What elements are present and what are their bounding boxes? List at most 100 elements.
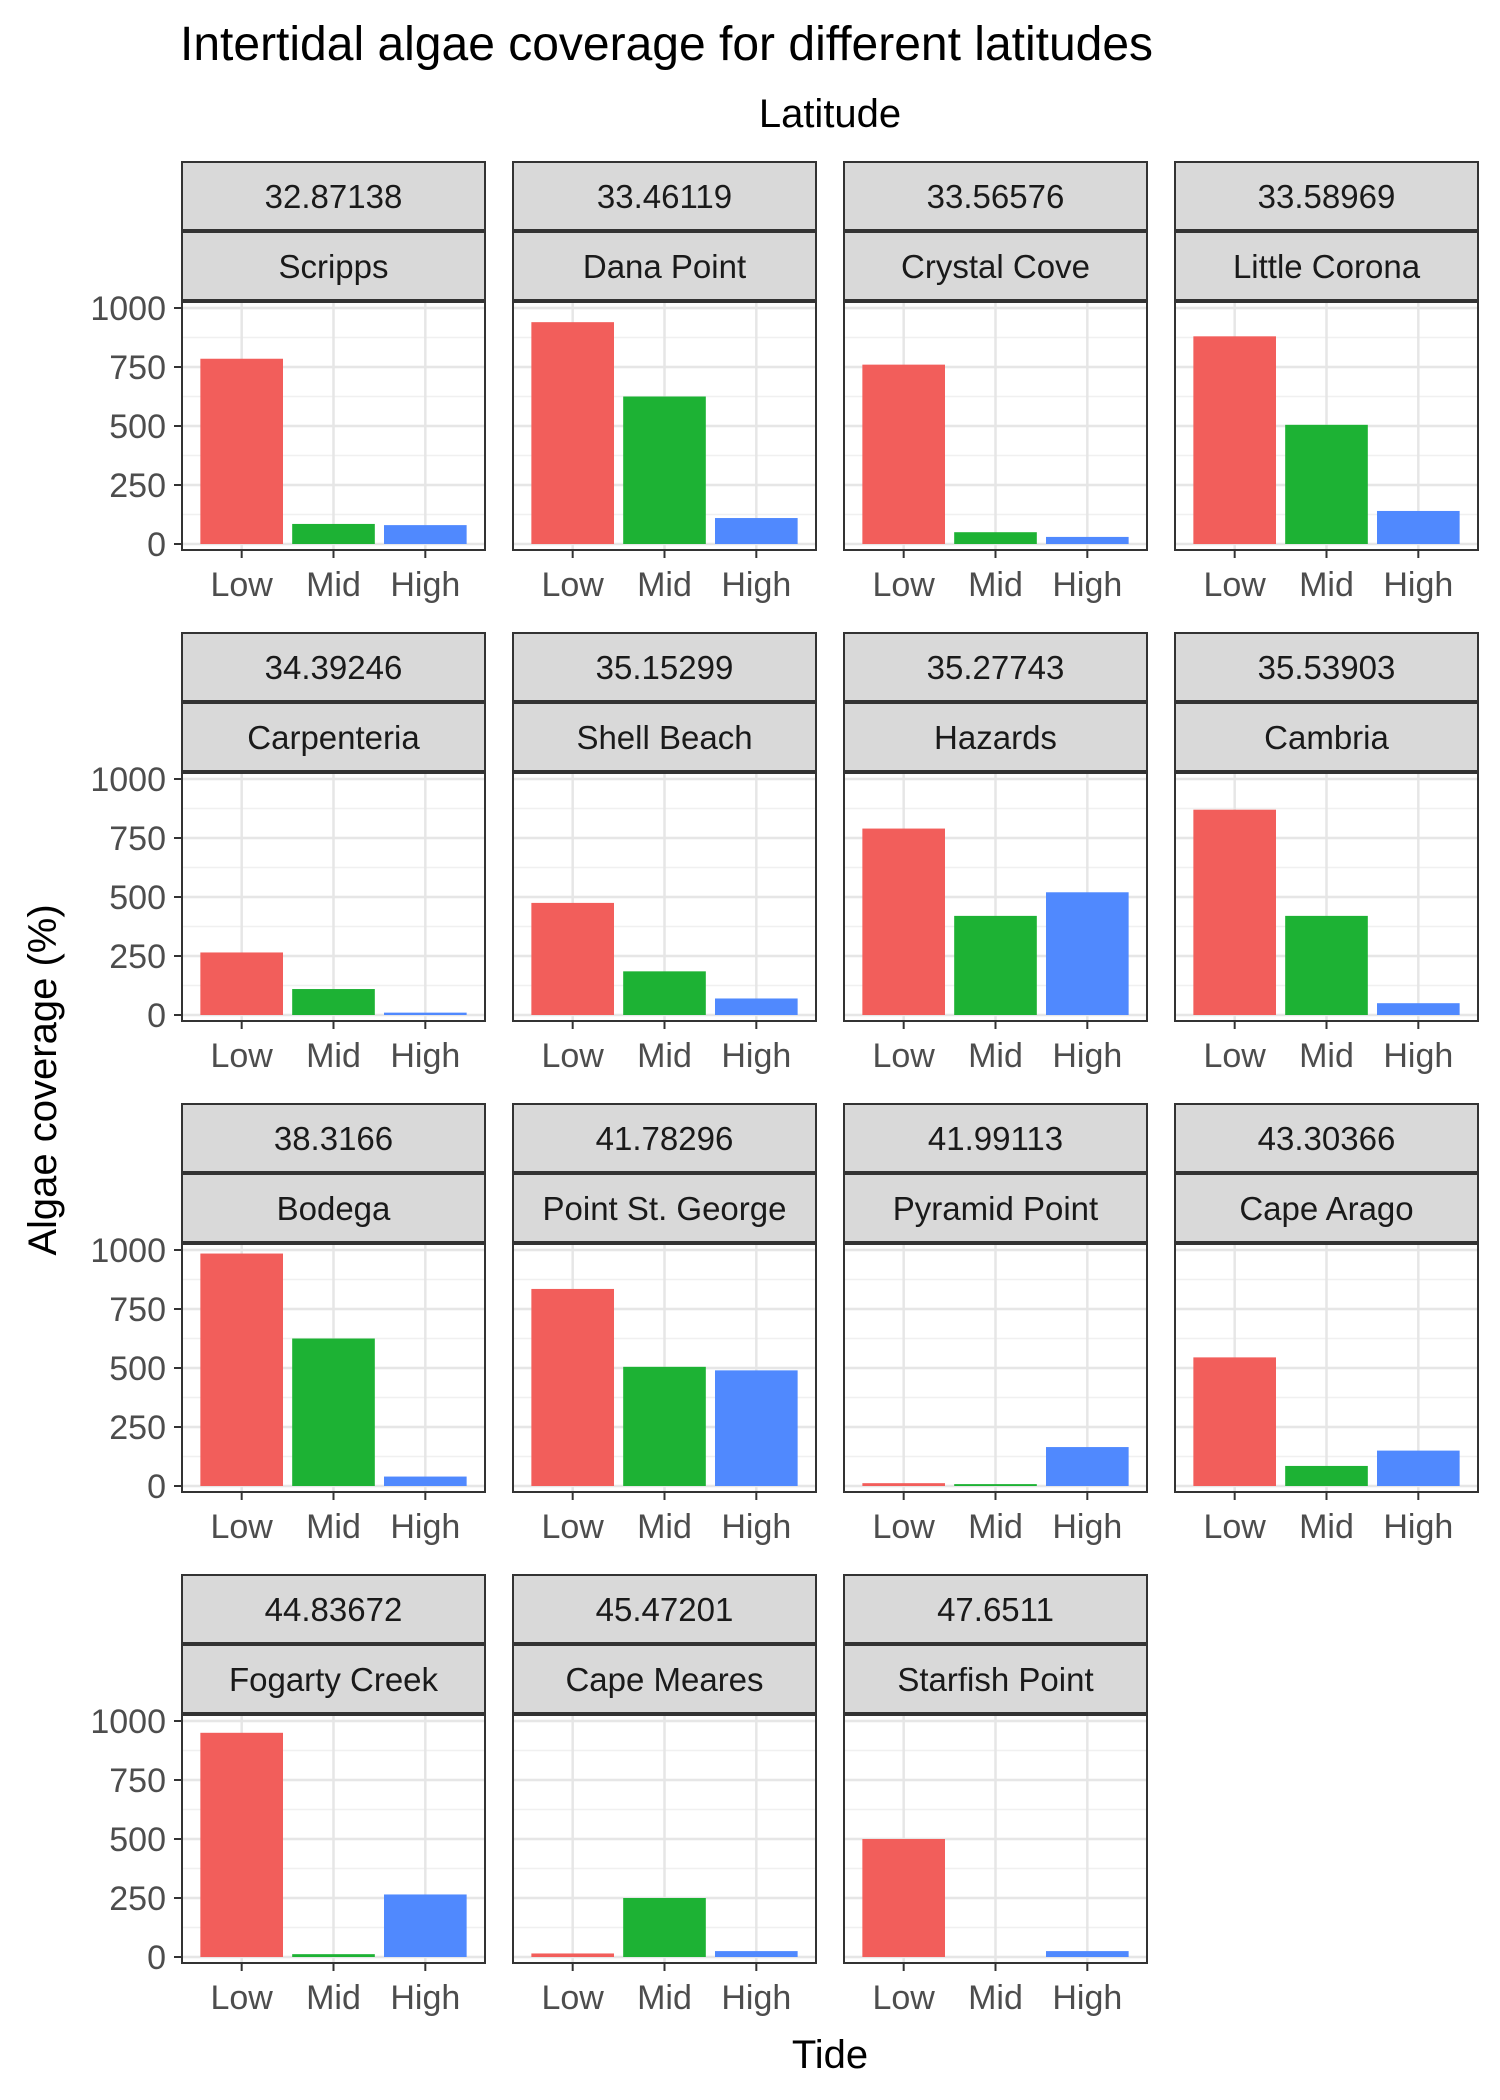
x-tick-label: Mid <box>968 566 1023 604</box>
y-axis-label: Algae coverage (%) <box>21 904 65 1255</box>
latitude-strip-label: 47.6511 <box>937 1591 1054 1628</box>
site-strip-label: Cape Meares <box>565 1661 763 1698</box>
bar-low <box>200 358 283 544</box>
bar-low <box>531 1288 614 1486</box>
x-tick-label: High <box>721 1037 791 1075</box>
facet-panel: 33.58969 Little Corona Low Mid High <box>1174 161 1479 604</box>
facet-panel: 45.47201 Cape Meares Low Mid High <box>512 1574 817 2017</box>
latitude-strip <box>512 1103 817 1173</box>
bar-low <box>1193 809 1276 1015</box>
latitude-strip <box>181 1574 486 1644</box>
x-tick-label: High <box>390 566 460 604</box>
bar-low <box>1193 336 1276 544</box>
site-strip <box>181 1173 486 1243</box>
latitude-strip-label: 32.87138 <box>265 178 403 215</box>
y-tick-label: 250 <box>109 938 166 976</box>
y-tick-label: 0 <box>147 526 166 564</box>
facet-header-label: Latitude <box>759 92 901 136</box>
x-tick-label: High <box>390 1979 460 2017</box>
x-tick-label: Low <box>541 1508 604 1546</box>
x-tick-label: Mid <box>306 1037 361 1075</box>
facet-panel: 35.15299 Shell Beach Low Mid High <box>512 632 817 1075</box>
site-strip <box>181 231 486 301</box>
y-tick-label: 500 <box>109 879 166 917</box>
x-tick-label: Mid <box>637 1979 692 2017</box>
site-strip-label: Dana Point <box>583 248 746 285</box>
x-tick-label: High <box>1052 1508 1122 1546</box>
bar-mid <box>1285 424 1368 544</box>
site-strip-label: Point St. George <box>543 1190 787 1227</box>
x-tick-label: Mid <box>637 1508 692 1546</box>
x-tick-label: High <box>1052 1979 1122 2017</box>
site-strip <box>512 702 817 772</box>
y-tick-label: 750 <box>109 820 166 858</box>
latitude-strip-label: 44.83672 <box>265 1591 403 1628</box>
x-tick-label: Low <box>1203 1037 1266 1075</box>
bar-high <box>384 1012 467 1015</box>
x-tick-label: Mid <box>968 1979 1023 2017</box>
bar-high <box>715 998 798 1015</box>
latitude-strip-label: 45.47201 <box>596 1591 734 1628</box>
x-tick-label: High <box>721 1508 791 1546</box>
site-strip <box>512 1173 817 1243</box>
bar-mid <box>623 971 706 1015</box>
site-strip-label: Shell Beach <box>576 719 752 756</box>
latitude-strip <box>1174 1103 1479 1173</box>
facet-panel: 35.53903 Cambria Low Mid High <box>1174 632 1479 1075</box>
x-tick-label: Mid <box>968 1037 1023 1075</box>
bar-high <box>1377 1003 1460 1015</box>
bar-mid <box>623 1898 706 1957</box>
latitude-strip <box>181 632 486 702</box>
x-tick-label: High <box>1383 1508 1453 1546</box>
site-strip-label: Cape Arago <box>1239 1190 1413 1227</box>
latitude-strip <box>512 632 817 702</box>
y-tick-label: 250 <box>109 467 166 505</box>
y-tick-label: 500 <box>109 408 166 446</box>
bar-mid <box>292 1338 375 1486</box>
x-tick-label: Mid <box>1299 1508 1354 1546</box>
site-strip <box>181 1644 486 1714</box>
site-strip <box>1174 1173 1479 1243</box>
bar-high <box>384 1476 467 1486</box>
x-tick-label: Mid <box>637 1037 692 1075</box>
y-tick-label: 750 <box>109 349 166 387</box>
bar-high <box>384 1894 467 1957</box>
facet-panel: 33.56576 Crystal Cove Low Mid High <box>843 161 1148 604</box>
x-tick-label: Mid <box>306 1508 361 1546</box>
x-tick-label: High <box>1383 566 1453 604</box>
latitude-strip <box>512 1574 817 1644</box>
bar-high <box>1377 510 1460 544</box>
x-tick-label: High <box>721 566 791 604</box>
x-tick-label: Low <box>872 1037 935 1075</box>
x-tick-label: Low <box>210 1508 273 1546</box>
chart-title: Intertidal algae coverage for different … <box>180 18 1153 71</box>
bar-mid <box>292 523 375 544</box>
latitude-strip-label: 41.99113 <box>928 1120 1063 1157</box>
site-strip-label: Fogarty Creek <box>229 1661 439 1698</box>
facet-panel: 35.27743 Hazards Low Mid High <box>843 632 1148 1075</box>
bar-high <box>1377 1450 1460 1486</box>
bar-low <box>200 1253 283 1486</box>
bar-low <box>200 952 283 1015</box>
y-tick-label: 1000 <box>90 1232 166 1270</box>
x-tick-label: High <box>1383 1037 1453 1075</box>
latitude-strip-label: 35.15299 <box>596 649 734 686</box>
site-strip <box>843 1644 1148 1714</box>
site-strip <box>843 1173 1148 1243</box>
y-tick-label: 1000 <box>90 1703 166 1741</box>
facet-panel: 47.6511 Starfish Point Low Mid High <box>843 1574 1148 2017</box>
bar-low <box>1193 1357 1276 1486</box>
site-strip <box>843 702 1148 772</box>
latitude-strip <box>181 1103 486 1173</box>
x-tick-label: Mid <box>968 1508 1023 1546</box>
site-strip <box>1174 231 1479 301</box>
latitude-strip-label: 43.30366 <box>1258 1120 1396 1157</box>
y-tick-label: 250 <box>109 1880 166 1918</box>
y-tick-label: 750 <box>109 1762 166 1800</box>
latitude-strip-label: 41.78296 <box>596 1120 734 1157</box>
x-tick-label: High <box>1052 1037 1122 1075</box>
y-tick-label: 1000 <box>90 290 166 328</box>
x-tick-label: High <box>390 1508 460 1546</box>
bar-high <box>715 1370 798 1486</box>
